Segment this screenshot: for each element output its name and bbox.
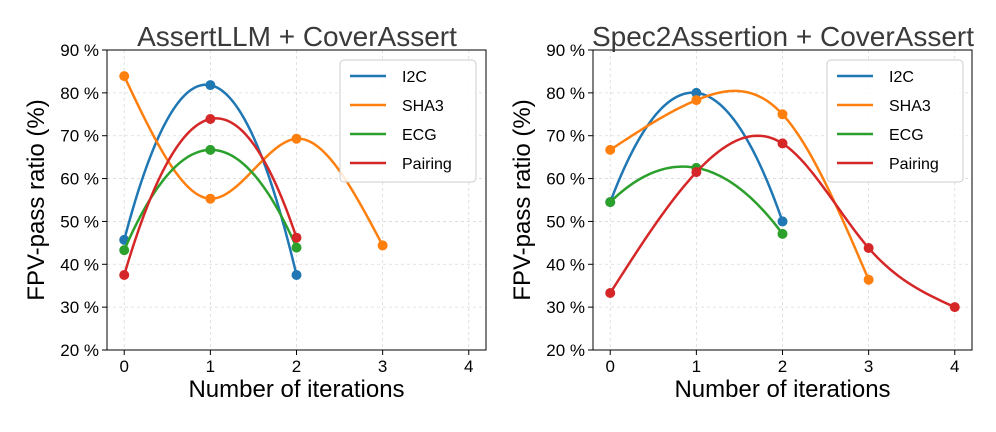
data-point-sha3 [377,240,388,251]
legend-label-pairing: Pairing [889,156,939,173]
chart-panel-right: 0 1 2 3 4 20 % 30 % 40 % 50 % 60 % 70 % 80 % 90 % I2C… [509,21,974,403]
y-tick-label: 20 % [546,341,585,360]
data-point-sha3 [291,133,302,144]
y-tick-label: 20 % [60,341,99,360]
y-tick-label: 40 % [60,255,99,274]
chart-title: Spec2Assertion + CoverAssert [592,21,974,52]
data-point-pairing [863,243,874,253]
x-tick-label: 3 [864,357,873,376]
data-point-sha3 [691,95,702,106]
data-point-sha3 [205,193,216,204]
y-tick-label: 80 % [60,84,99,103]
data-point-ecg [291,242,302,253]
x-tick-label: 2 [292,357,301,376]
data-point-i2c [291,270,302,280]
data-point-pairing [205,114,216,124]
x-tick-label: 4 [950,357,959,376]
data-point-ecg [605,197,616,208]
data-point-sha3 [605,144,616,155]
data-point-sha3 [119,71,130,82]
y-tick-label: 70 % [60,127,99,146]
y-axis-label: FPV-pass ratio (%) [23,99,50,300]
data-point-pairing [949,302,960,313]
legend-label-i2c: I2C [402,69,427,86]
y-tick-label: 40 % [546,255,585,274]
data-point-pairing [119,270,130,280]
y-tick-label: 90 % [546,41,585,60]
y-axis-label: FPV-pass ratio (%) [509,99,536,300]
series-line-i2c [123,83,298,276]
y-tick-label: 60 % [60,170,99,189]
data-point-i2c [777,216,788,227]
x-tick-label: 3 [378,357,387,376]
x-tick-label: 4 [464,357,473,376]
data-point-pairing [777,138,788,149]
data-point-sha3 [777,109,788,120]
y-tick-label: 80 % [546,84,585,103]
data-point-sha3 [863,274,874,285]
legend-label-ecg: ECG [889,127,924,144]
x-tick-label: 1 [692,357,701,376]
chart-panel-left: 0 1 2 3 4 20 % 30 % 40 % 50 % 60 % 70 % 80 % 90 % I2C… [23,21,487,403]
data-point-ecg [119,245,130,256]
x-axis-label: Number of iterations [188,376,404,403]
data-point-ecg [777,228,788,239]
data-point-pairing [605,288,616,298]
x-tick-label: 1 [206,357,215,376]
legend-box [339,59,477,183]
chart-title: AssertLLM + CoverAssert [137,21,457,52]
legend-label-sha3: SHA3 [889,98,931,115]
x-tick-label: 0 [119,357,128,376]
legend-label-sha3: SHA3 [402,98,444,115]
y-tick-label: 50 % [60,212,99,231]
data-point-pairing [691,167,702,178]
x-axis-label: Number of iterations [674,376,890,403]
y-tick-label: 90 % [60,41,99,60]
legend-box [826,59,964,183]
y-tick-label: 30 % [546,298,585,317]
series-line-sha3 [609,89,870,281]
data-point-pairing [291,232,302,243]
data-point-i2c [205,80,216,91]
x-tick-label: 2 [778,357,787,376]
data-point-i2c [691,87,702,98]
y-tick-label: 60 % [546,170,585,189]
y-tick-label: 30 % [60,298,99,317]
y-tick-label: 70 % [546,127,585,146]
data-point-ecg [205,144,216,155]
legend-label-ecg: ECG [402,127,437,144]
legend-label-pairing: Pairing [402,156,452,173]
x-tick-label: 0 [605,357,614,376]
y-tick-label: 50 % [546,212,585,231]
legend-label-i2c: I2C [889,69,914,86]
